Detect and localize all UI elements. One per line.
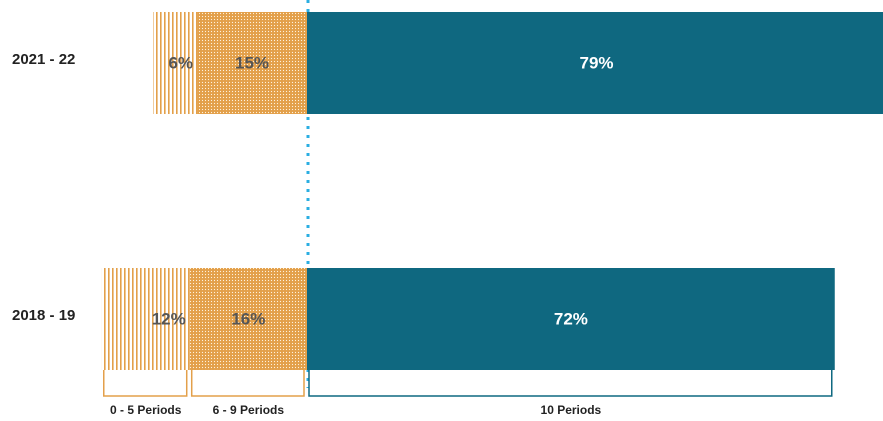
- bar-segment: [101, 268, 190, 370]
- category-label: 2018 - 19: [12, 307, 75, 324]
- legend-label: 0 - 5 Periods: [110, 403, 182, 417]
- legend-label: 6 - 9 Periods: [213, 403, 285, 417]
- value-label: 12%: [152, 309, 186, 328]
- legend-label: 10 Periods: [541, 403, 602, 417]
- legend-bracket: [103, 370, 188, 397]
- bar-segment: [307, 268, 835, 370]
- category-label: 2021 - 22: [12, 51, 75, 68]
- value-label: 79%: [580, 53, 614, 72]
- value-label: 15%: [235, 53, 269, 72]
- value-label: 16%: [231, 309, 265, 328]
- value-label: 72%: [554, 309, 588, 328]
- legend-bracket: [308, 370, 833, 397]
- value-label: 6%: [168, 53, 193, 72]
- bar-segment: [153, 12, 198, 114]
- bar-segment: [197, 12, 307, 114]
- bar-segment: [307, 12, 883, 114]
- legend-bracket: [190, 370, 305, 397]
- bar-segment: [189, 268, 307, 370]
